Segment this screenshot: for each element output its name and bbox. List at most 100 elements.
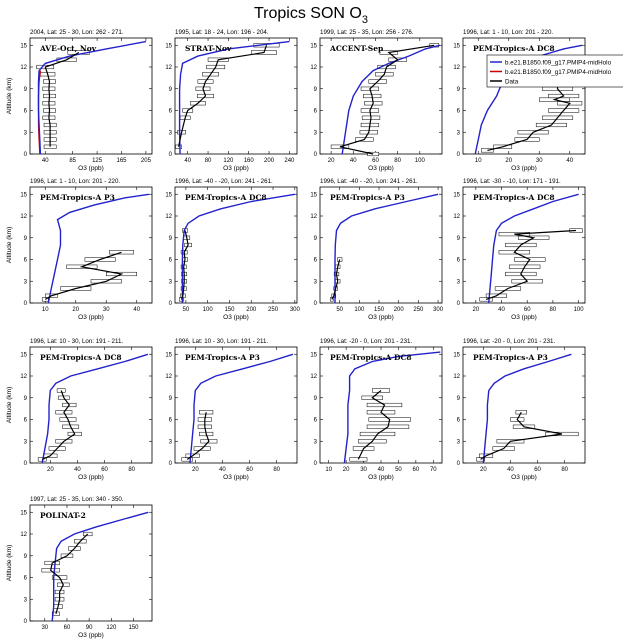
panel-12: 1996, Lat: -20 - 0, Lon: 201 - 231. 0 3 6 9 1… (453, 338, 586, 481)
x-tick-label: 40 (507, 467, 514, 473)
y-tick-label: 15 (453, 43, 460, 49)
y-tick-label: 9 (169, 396, 173, 402)
x-tick-label: 40 (498, 307, 505, 313)
y-tick-label: 3 (457, 130, 461, 136)
panel-11: 1996, Lat: -20 - 0, Lon: 201 - 231. 0 3 6 9 1… (310, 338, 443, 481)
panel-header: 1996, Lat: -20 - 0, Lon: 201 - 231. (463, 338, 555, 345)
panel-header: 1996, Lat: -40 - -20, Lon: 241 - 261. (175, 178, 273, 185)
y-tick-label: 9 (457, 396, 461, 402)
legend-entry: b.e21.B1850.f09_g17.PMIP4-midHolo (505, 69, 612, 76)
x-tick-label: 40 (219, 467, 226, 473)
x-tick-label: 40 (378, 467, 385, 473)
panel-campaign-label: PEM-Tropics-A P3 (40, 193, 115, 202)
x-tick-label: 120 (223, 158, 234, 164)
y-tick-label: 15 (20, 510, 27, 516)
x-axis-label: O3 (ppb) (78, 314, 104, 321)
panel-5: 1996, Lat: 1 - 10, Lon: 201 - 220. 0 3 6 9 12… (6, 178, 153, 321)
x-tick-label: 200 (394, 307, 405, 313)
y-tick-label: 0 (457, 461, 461, 467)
y-tick-label: 9 (24, 236, 28, 242)
y-tick-label: 0 (24, 619, 28, 625)
y-tick-label: 15 (165, 43, 172, 49)
panel-campaign-label: PEM-Tropics-A P3 (330, 193, 405, 202)
series-model-line (341, 44, 440, 155)
y-tick-label: 6 (457, 109, 461, 115)
y-tick-label: 6 (314, 418, 318, 424)
panel-4: 1996, Lat: 1 - 10, Lon: 201 - 220. 0 3 6 9 12… (453, 29, 586, 172)
y-axis-label: Altitude (km) (6, 545, 13, 581)
panel-header: 1996, Lat: 10 - 30, Lon: 191 - 211. (30, 338, 123, 345)
plot-frame (29, 37, 153, 155)
x-tick-label: 40 (133, 307, 140, 313)
y-tick-label: 15 (453, 352, 460, 358)
y-tick-label: 0 (457, 301, 461, 307)
error-bar (109, 250, 134, 255)
y-tick-label: 3 (24, 279, 28, 285)
panel-campaign-label: PEM-Tropics-A DC8 (473, 193, 555, 202)
y-tick-label: 0 (169, 301, 173, 307)
x-tick-label: 300 (290, 307, 301, 313)
series-data-line (41, 390, 76, 460)
panel-8: 1996, Lat: -30 - -10, Lon: 171 - 191. 0 3 6… (453, 178, 586, 321)
series-data-line (178, 45, 268, 147)
series-model-line (488, 193, 579, 304)
y-tick-label: 12 (20, 532, 27, 538)
x-tick-label: 150 (129, 625, 140, 631)
y-tick-label: 0 (24, 301, 28, 307)
y-tick-label: 6 (457, 258, 461, 264)
x-tick-label: 250 (268, 307, 279, 313)
panel-campaign-label: AVE-Oct, Nov (39, 44, 97, 53)
y-tick-label: 9 (169, 236, 173, 242)
series-model-line (178, 40, 290, 155)
panel-campaign-label: STRAT-Nov (185, 44, 232, 53)
series-model-line (334, 193, 439, 303)
y-tick-label: 12 (453, 374, 460, 380)
panel-6: 1996, Lat: -40 - -20, Lon: 241 - 261. 0 3 6… (165, 178, 300, 321)
x-tick-label: 40 (350, 158, 357, 164)
panel-10: 1996, Lat: 10 - 30, Lon: 191 - 211. 0 3 6 9 1… (165, 338, 298, 481)
x-tick-label: 60 (524, 307, 531, 313)
y-tick-label: 15 (310, 192, 317, 198)
panel-3: 1999, Lat: 25 - 35, Lon: 256 - 276. 0 3 6 9 1… (310, 29, 443, 172)
series-model-line (181, 193, 295, 303)
y-tick-label: 15 (165, 352, 172, 358)
x-axis-label: O3 (ppb) (368, 474, 394, 481)
y-tick-label: 12 (165, 214, 172, 220)
y-tick-label: 3 (169, 439, 173, 445)
panel-header: 1997, Lat: 25 - 35, Lon: 340 - 350. (30, 496, 124, 503)
y-tick-label: 15 (453, 192, 460, 198)
series-data-line (186, 412, 210, 460)
y-tick-label: 6 (457, 418, 461, 424)
x-axis-label: O3 (ppb) (223, 165, 249, 172)
x-tick-label: 10 (325, 467, 332, 473)
x-tick-label: 50 (183, 307, 190, 313)
panel-1: 2004, Lat: 25 - 30, Lon: 262 - 271. 0 3 6 9 1… (6, 29, 153, 172)
y-tick-label: 15 (310, 43, 317, 49)
series-model-line (41, 353, 149, 464)
y-tick-label: 12 (453, 65, 460, 71)
y-axis-label: Altitude (km) (6, 387, 13, 423)
x-tick-label: 100 (574, 307, 585, 313)
x-tick-label: 30 (103, 307, 110, 313)
x-tick-label: 80 (394, 158, 401, 164)
series-model-line (37, 40, 147, 155)
panel-9: 1996, Lat: 10 - 30, Lon: 191 - 211. 0 3 6 9 1… (6, 338, 153, 481)
x-tick-label: 250 (413, 307, 424, 313)
x-tick-label: 160 (244, 158, 255, 164)
y-tick-label: 12 (20, 374, 27, 380)
error-bar (56, 388, 66, 393)
y-tick-label: 3 (457, 279, 461, 285)
y-tick-label: 12 (165, 65, 172, 71)
series-data-line (339, 44, 435, 155)
series-model-line (51, 511, 149, 622)
panel-header: 1999, Lat: 25 - 35, Lon: 256 - 276. (320, 29, 414, 36)
y-tick-label: 0 (314, 461, 318, 467)
series-data-line (44, 251, 124, 300)
y-tick-label: 15 (165, 192, 172, 198)
x-axis-label: O3 (ppb) (78, 165, 104, 172)
y-tick-label: 3 (457, 439, 461, 445)
x-tick-label: 20 (47, 467, 54, 473)
x-tick-label: 200 (246, 307, 257, 313)
x-tick-label: 10 (475, 158, 482, 164)
series-data-line (480, 412, 563, 460)
